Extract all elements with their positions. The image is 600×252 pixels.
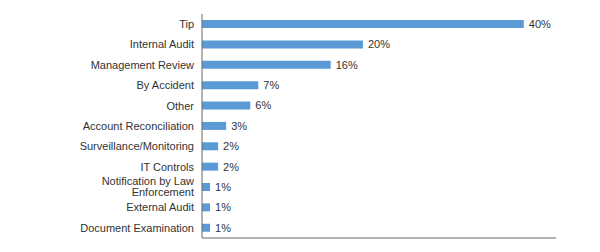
- svg-text:Document Examination: Document Examination: [80, 222, 194, 234]
- svg-text:20%: 20%: [368, 38, 390, 50]
- svg-text:Management Review: Management Review: [91, 59, 194, 71]
- svg-text:Internal Audit: Internal Audit: [130, 38, 194, 50]
- svg-text:6%: 6%: [255, 99, 271, 111]
- svg-text:By Accident: By Accident: [137, 79, 194, 91]
- svg-text:2%: 2%: [223, 140, 239, 152]
- svg-text:1%: 1%: [215, 222, 231, 234]
- svg-text:IT Controls: IT Controls: [140, 161, 194, 173]
- svg-text:3%: 3%: [231, 120, 247, 132]
- svg-text:16%: 16%: [336, 59, 358, 71]
- svg-text:External Audit: External Audit: [126, 201, 194, 213]
- svg-text:Other: Other: [166, 100, 194, 112]
- svg-text:1%: 1%: [215, 201, 231, 213]
- svg-text:7%: 7%: [263, 79, 279, 91]
- svg-text:Notification by LawEnforcement: Notification by LawEnforcement: [102, 175, 194, 198]
- svg-text:1%: 1%: [215, 181, 231, 193]
- svg-text:Tip: Tip: [179, 18, 194, 30]
- svg-text:Surveillance/Monitoring: Surveillance/Monitoring: [80, 140, 194, 152]
- svg-text:2%: 2%: [223, 161, 239, 173]
- svg-text:Account Reconciliation: Account Reconciliation: [83, 120, 194, 132]
- svg-text:40%: 40%: [529, 18, 551, 30]
